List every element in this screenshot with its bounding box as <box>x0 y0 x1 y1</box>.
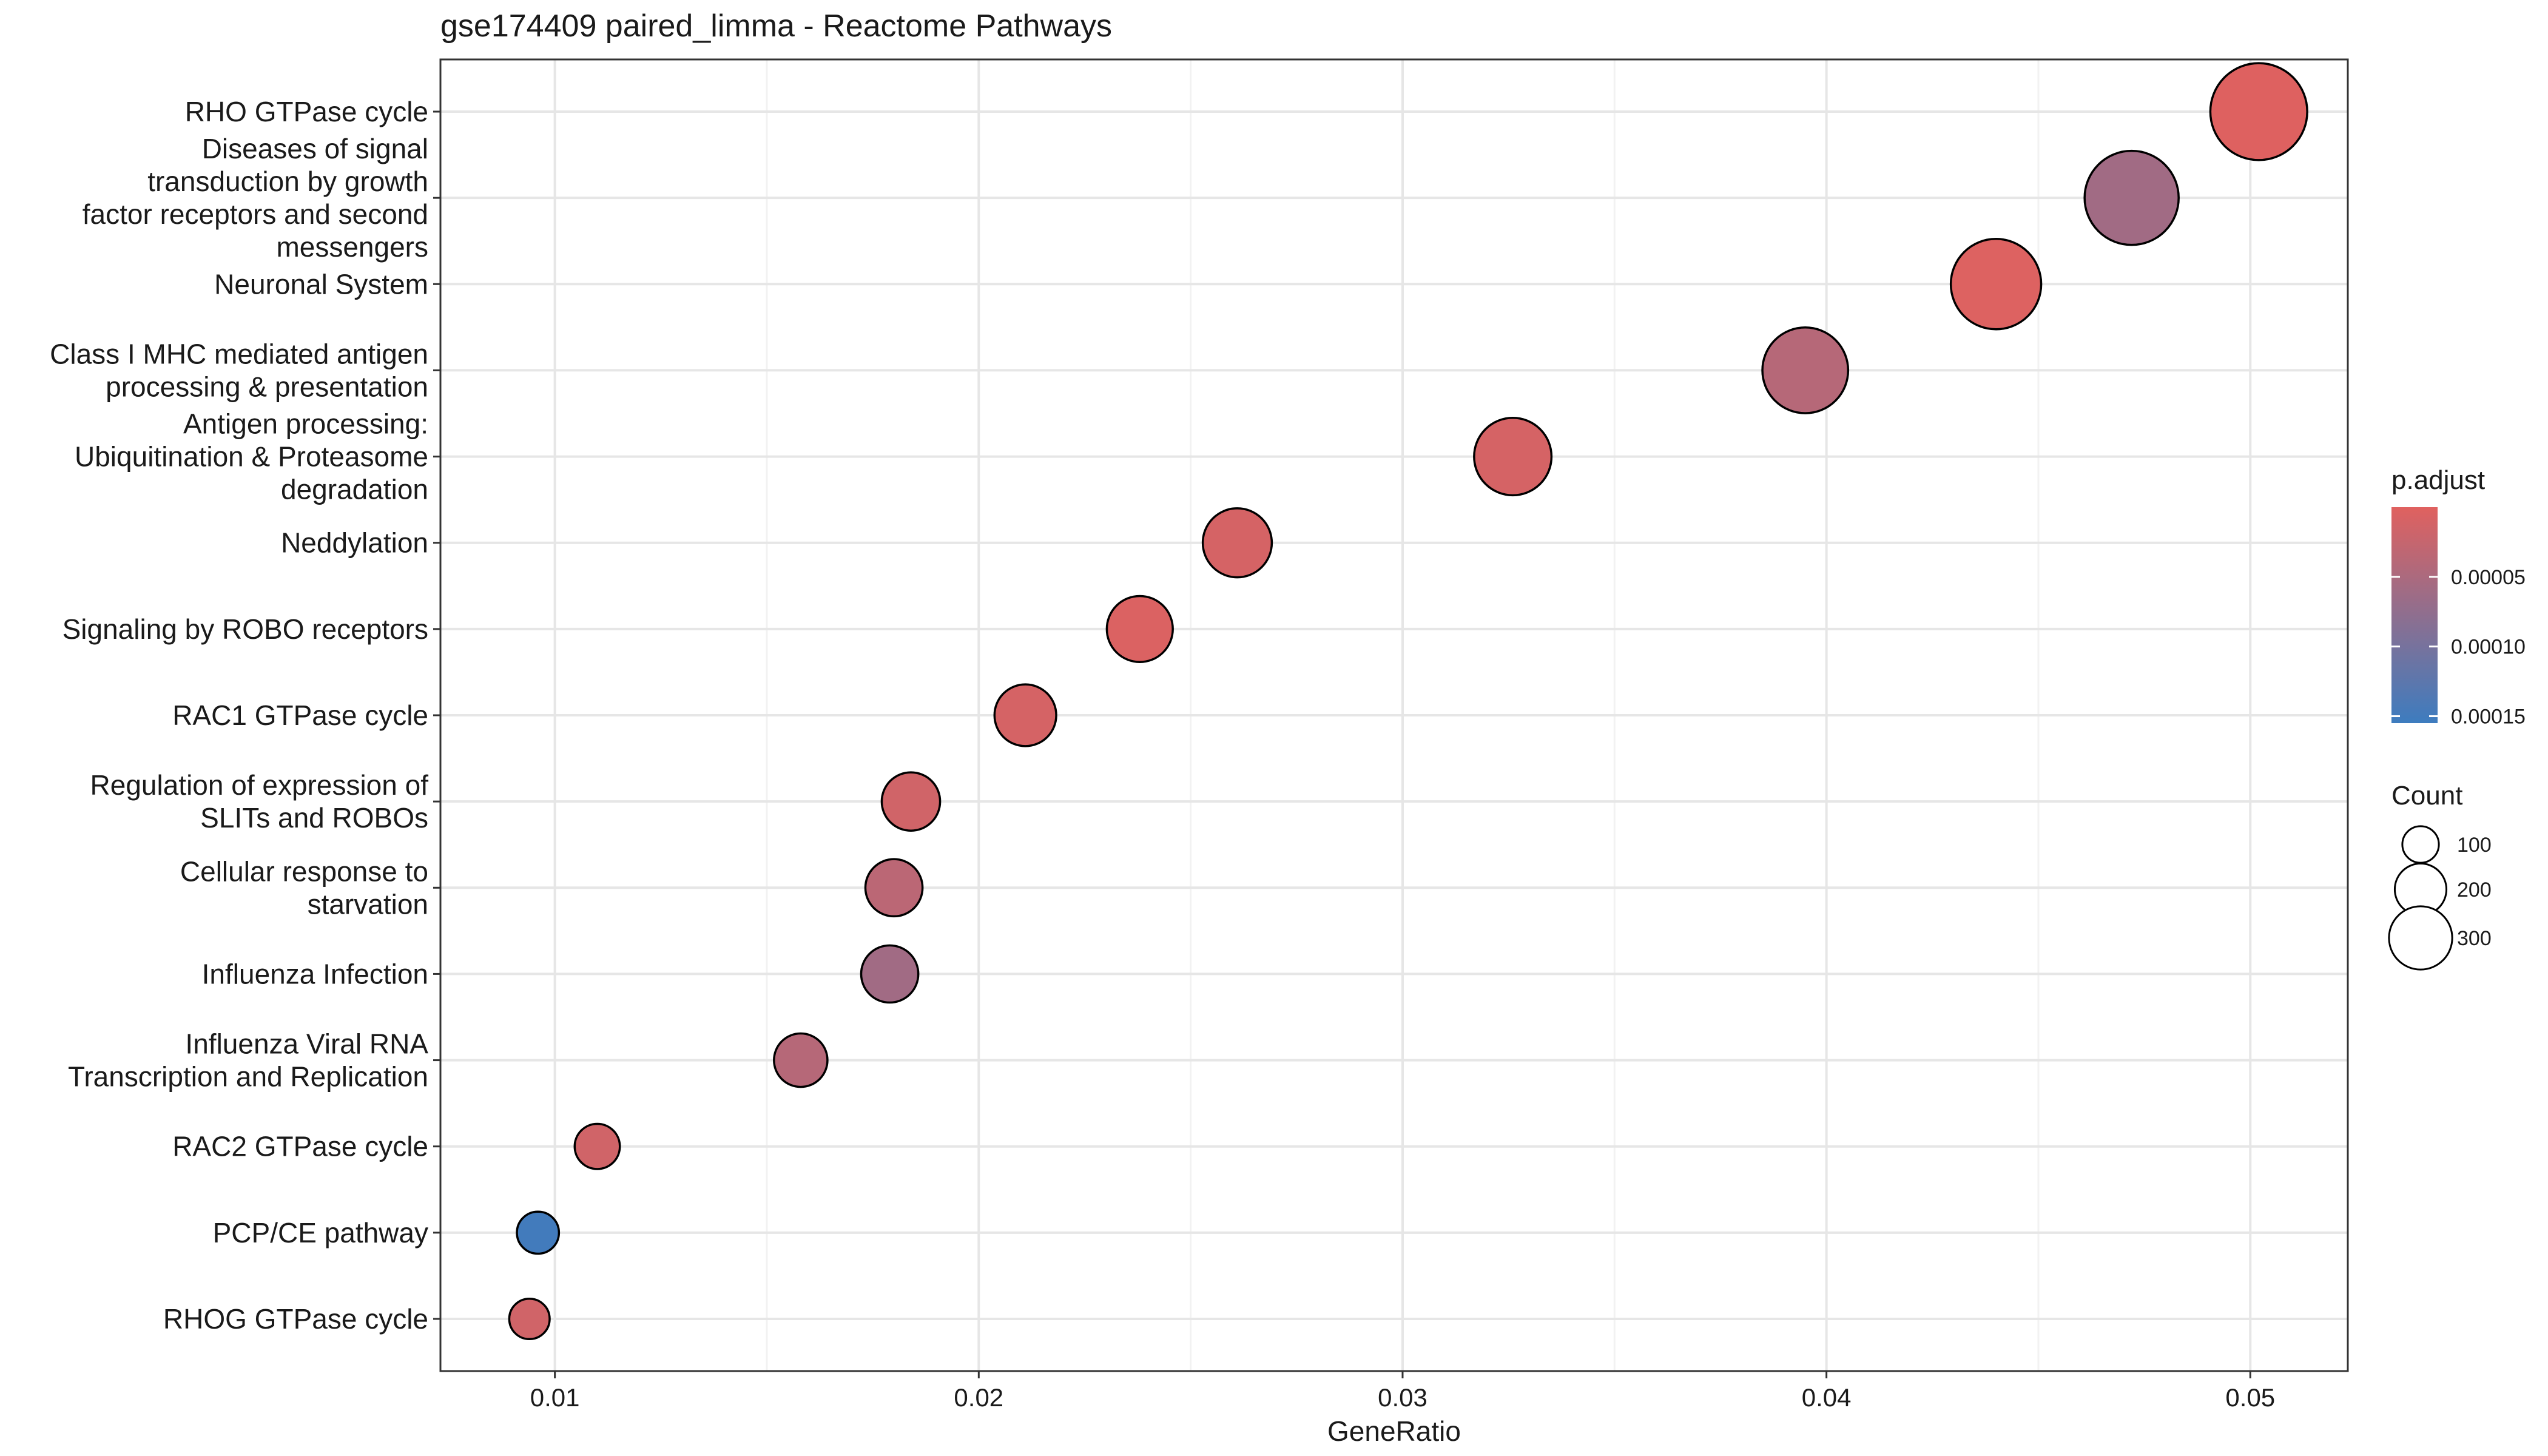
y-tick-label: Influenza Infection <box>202 958 428 989</box>
y-tick-label: RHOG GTPase cycle <box>163 1303 428 1335</box>
major-gridlines <box>440 59 2348 1371</box>
x-axis-label: GeneRatio <box>1327 1415 1461 1447</box>
data-points <box>508 62 2308 1341</box>
y-tick-label: RAC1 GTPase cycle <box>172 699 428 731</box>
size-legend-circle <box>2401 825 2440 864</box>
y-tick-label: Diseases of signal transduction by growth… <box>83 133 428 263</box>
y-tick-label: PCP/CE pathway <box>213 1217 428 1249</box>
y-axis: RHO GTPase cycle Diseases of signal transd… <box>50 96 440 1335</box>
x-axis: 0.01 0.02 0.03 0.04 0.05 <box>530 1371 2275 1412</box>
y-tick-label: Neuronal System <box>214 268 428 300</box>
color-legend-label: 0.00010 <box>2451 636 2526 659</box>
color-legend: p.adjust 0.00005 0.00010 0.00015 <box>2391 465 2526 729</box>
data-point <box>2083 149 2180 246</box>
color-legend-label: 0.00005 <box>2451 566 2526 589</box>
size-legend-circle <box>2388 905 2453 971</box>
x-tick-label: 0.04 <box>1802 1383 1852 1412</box>
y-tick-label: Neddylation <box>281 527 428 559</box>
x-tick-label: 0.01 <box>530 1383 580 1412</box>
y-tick-label: RHO GTPase cycle <box>185 96 428 127</box>
data-point <box>860 944 920 1004</box>
data-point <box>993 683 1057 747</box>
x-tick-label: 0.02 <box>954 1383 1003 1412</box>
data-point <box>880 771 942 832</box>
color-legend-title: p.adjust <box>2391 465 2485 495</box>
size-legend-title: Count <box>2391 781 2462 811</box>
y-tick-label: Regulation of expression of SLITs and ROB… <box>90 769 429 834</box>
data-point <box>1201 507 1273 579</box>
data-point <box>1105 595 1174 663</box>
y-tick-label: Antigen processing: Ubiquitination & Prot… <box>75 408 428 505</box>
size-legend-label: 200 <box>2457 878 2492 902</box>
data-point <box>573 1122 621 1170</box>
y-tick-label: Class I MHC mediated antigen processing &… <box>50 338 428 402</box>
chart-title: gse174409 paired_limma - Reactome Pathwa… <box>440 8 1112 44</box>
size-legend-label: 100 <box>2457 834 2492 857</box>
data-point <box>2209 62 2308 161</box>
color-legend-bar <box>2391 507 2438 723</box>
size-legend-label: 300 <box>2457 927 2492 950</box>
color-legend-label: 0.00015 <box>2451 706 2526 729</box>
data-point <box>1473 417 1553 497</box>
data-point <box>508 1297 551 1341</box>
y-tick-label: Cellular response to starvation <box>180 855 428 920</box>
x-tick-label: 0.05 <box>2225 1383 2275 1412</box>
data-point <box>864 858 924 918</box>
y-tick-label: Influenza Viral RNA Transcription and Rep… <box>68 1028 428 1093</box>
y-tick-label: Signaling by ROBO receptors <box>62 613 428 645</box>
data-point <box>773 1032 829 1088</box>
x-tick-label: 0.03 <box>1378 1383 1427 1412</box>
size-legend: Count 100 200 300 <box>2388 781 2492 971</box>
y-tick-label: RAC2 GTPase cycle <box>172 1131 428 1162</box>
data-point <box>1761 326 1850 414</box>
data-point <box>516 1210 561 1255</box>
data-point <box>1949 238 2043 331</box>
